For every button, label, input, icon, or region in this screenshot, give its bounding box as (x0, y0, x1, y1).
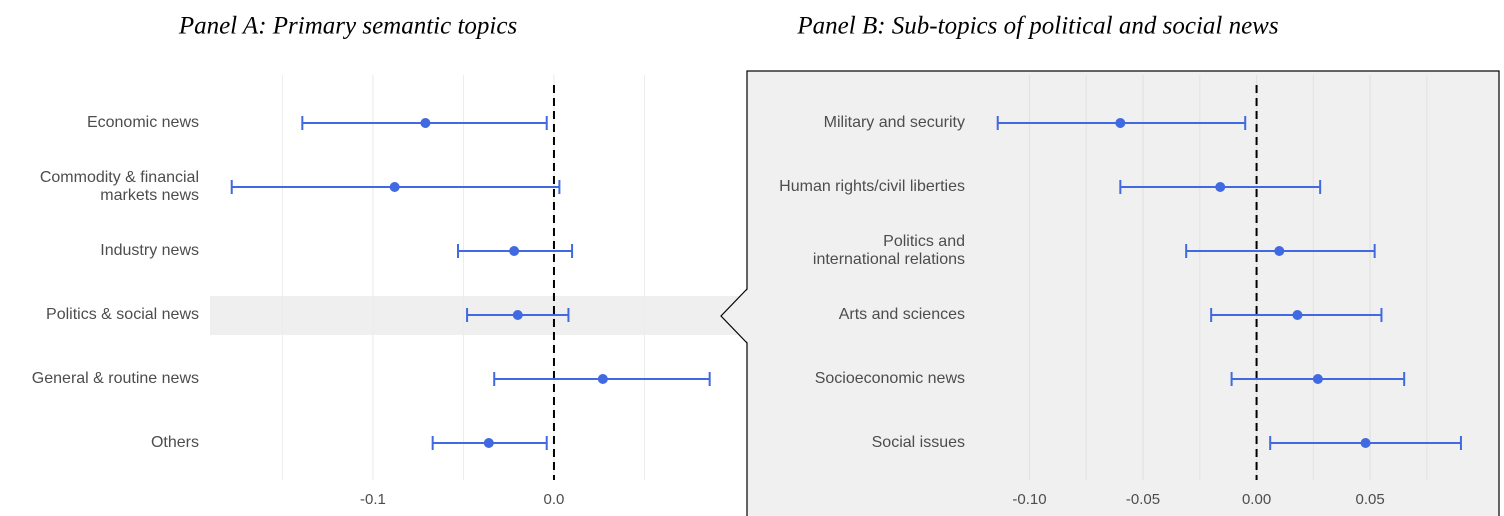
x-tick-label: 0.0 (544, 491, 565, 508)
point-estimate (1292, 310, 1303, 320)
category-label: General & routine news (32, 370, 199, 387)
category-label: Arts and sciences (839, 306, 965, 323)
category-label: Military and security (824, 114, 965, 131)
category-label: Politics & social news (46, 306, 199, 323)
x-tick-label: -0.10 (1012, 491, 1046, 508)
category-label: Human rights/civil liberties (779, 178, 965, 195)
panel-title: Panel A: Primary semantic topics (178, 13, 517, 40)
point-estimate (509, 246, 520, 256)
callout-pointer (720, 288, 748, 344)
point-estimate (420, 118, 431, 128)
point-estimate (1215, 182, 1226, 192)
category-label: Commodity & financial markets news (40, 169, 199, 204)
category-label: Social issues (872, 434, 965, 451)
point-estimate (512, 310, 523, 320)
category-label: Economic news (87, 114, 199, 131)
x-tick-label: -0.1 (360, 491, 386, 508)
x-tick-label: 0.00 (1242, 491, 1271, 508)
panel-b-box (746, 70, 1500, 516)
point-estimate (483, 438, 494, 448)
category-label: Industry news (100, 242, 199, 259)
category-label: Socioeconomic news (815, 370, 965, 387)
category-label: Politics and international relations (813, 233, 965, 268)
point-estimate (1312, 374, 1323, 384)
callout-fill (721, 289, 748, 343)
point-estimate (1274, 246, 1285, 256)
point-estimate (1115, 118, 1126, 128)
category-label: Others (151, 434, 199, 451)
x-tick-label: -0.05 (1126, 491, 1160, 508)
point-estimate (597, 374, 608, 384)
point-estimate (389, 182, 400, 192)
x-tick-label: 0.05 (1356, 491, 1385, 508)
panel-title: Panel B: Sub-topics of political and soc… (796, 13, 1278, 40)
point-estimate (1360, 438, 1371, 448)
